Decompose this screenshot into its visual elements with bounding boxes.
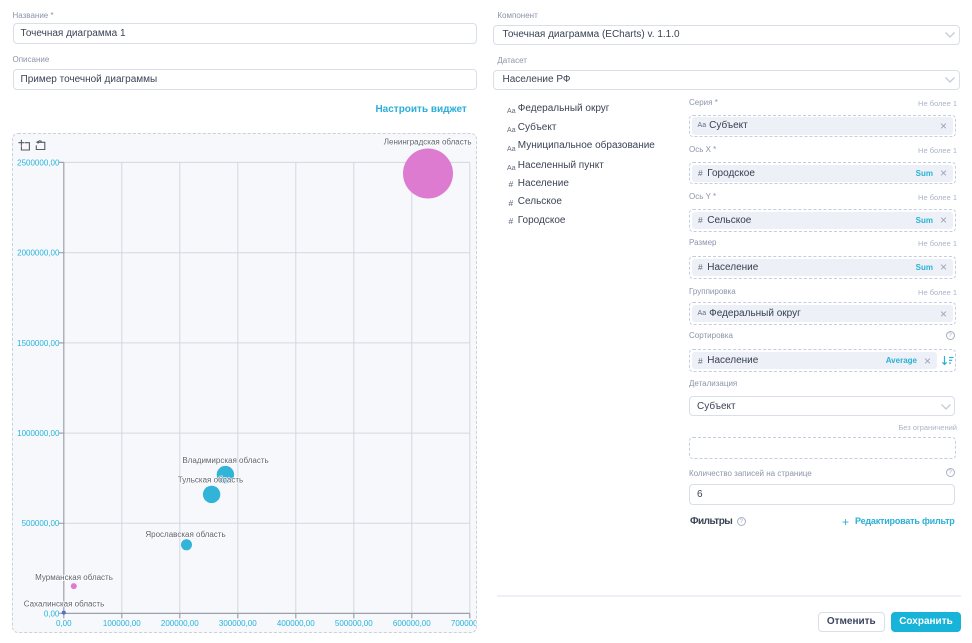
svg-text:400000,00: 400000,00 bbox=[277, 619, 315, 628]
svg-text:2500000,00: 2500000,00 bbox=[17, 158, 60, 167]
svg-text:100000,00: 100000,00 bbox=[103, 619, 141, 628]
svg-text:1500000,00: 1500000,00 bbox=[17, 339, 60, 348]
svg-text:Тульская область: Тульская область bbox=[178, 475, 243, 484]
svg-text:200000,00: 200000,00 bbox=[161, 619, 199, 628]
svg-text:500000,00: 500000,00 bbox=[22, 519, 60, 528]
svg-text:Мурманская область: Мурманская область bbox=[35, 573, 113, 582]
svg-text:0,00: 0,00 bbox=[44, 609, 60, 618]
svg-text:500000,00: 500000,00 bbox=[335, 619, 373, 628]
svg-text:Сахалинская область: Сахалинская область bbox=[24, 600, 105, 609]
svg-text:2000000,00: 2000000,00 bbox=[17, 249, 60, 258]
svg-text:300000,00: 300000,00 bbox=[219, 619, 257, 628]
svg-text:1000000,00: 1000000,00 bbox=[17, 429, 60, 438]
svg-text:0,00: 0,00 bbox=[56, 619, 72, 628]
svg-text:700000,00: 700000,00 bbox=[451, 619, 476, 628]
svg-text:600000,00: 600000,00 bbox=[393, 619, 431, 628]
svg-text:Ярославская область: Ярославская область bbox=[145, 530, 225, 539]
svg-text:Владимирская область: Владимирская область bbox=[182, 456, 268, 465]
svg-text:Ленинградская область: Ленинградская область bbox=[384, 137, 472, 146]
